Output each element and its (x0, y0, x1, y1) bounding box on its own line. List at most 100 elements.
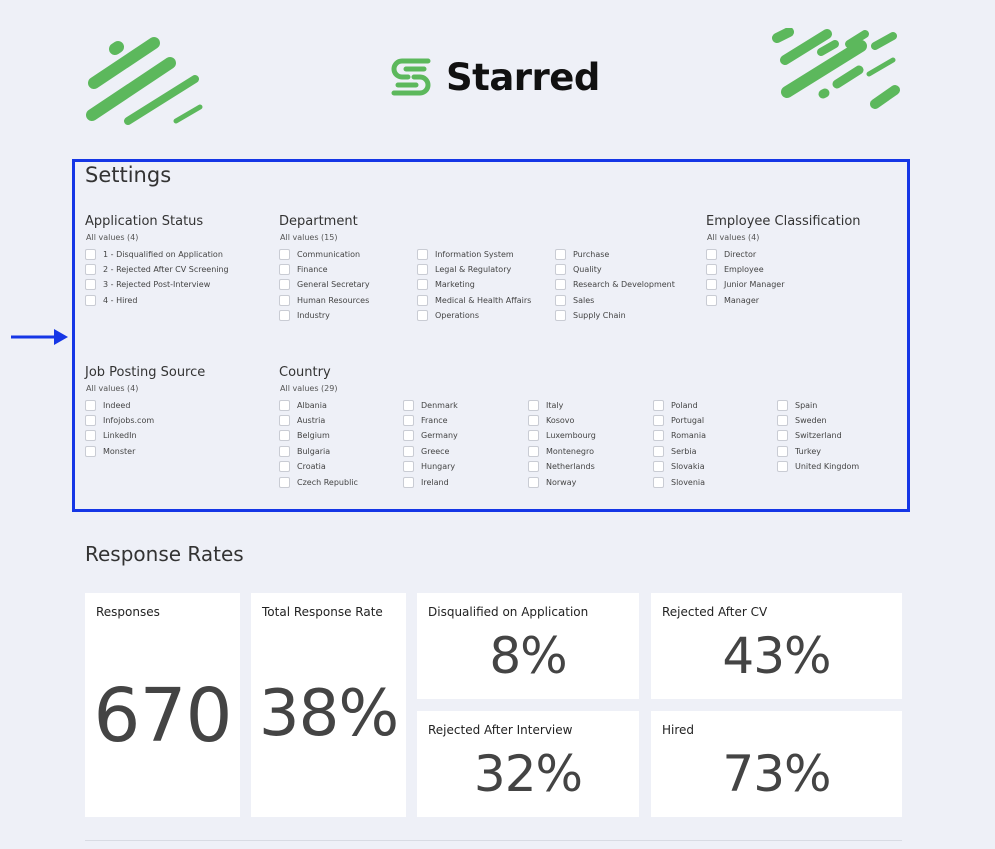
checkbox[interactable] (555, 248, 566, 260)
checkbox[interactable] (279, 294, 290, 306)
filter-option[interactable]: Kosovo (528, 414, 574, 426)
checkbox[interactable] (777, 430, 788, 442)
checkbox[interactable] (85, 399, 96, 411)
filter-option[interactable]: 4 - Hired (85, 294, 137, 306)
checkbox[interactable] (417, 294, 428, 306)
checkbox[interactable] (85, 430, 96, 442)
checkbox[interactable] (555, 263, 566, 275)
checkbox[interactable] (555, 310, 566, 322)
filter-option[interactable]: Slovenia (653, 476, 705, 488)
checkbox[interactable] (706, 279, 717, 291)
filter-option[interactable]: Croatia (279, 461, 326, 473)
filter-option[interactable]: Sweden (777, 414, 827, 426)
checkbox[interactable] (555, 294, 566, 306)
filter-option[interactable]: Finance (279, 263, 328, 275)
filter-option[interactable]: Medical & Health Affairs (417, 294, 531, 306)
filter-option[interactable]: Norway (528, 476, 576, 488)
filter-option[interactable]: Montenegro (528, 445, 594, 457)
filter-option[interactable]: Supply Chain (555, 310, 626, 322)
filter-option[interactable]: Denmark (403, 399, 458, 411)
checkbox[interactable] (279, 248, 290, 260)
checkbox[interactable] (653, 445, 664, 457)
checkbox[interactable] (279, 414, 290, 426)
filter-option[interactable]: United Kingdom (777, 461, 859, 473)
checkbox[interactable] (777, 445, 788, 457)
filter-all-values-country[interactable]: All values (29) (280, 384, 338, 393)
filter-option[interactable]: Bulgaria (279, 445, 330, 457)
filter-option[interactable]: Marketing (417, 279, 475, 291)
checkbox[interactable] (85, 445, 96, 457)
filter-option[interactable]: Serbia (653, 445, 697, 457)
checkbox[interactable] (279, 399, 290, 411)
filter-option[interactable]: 1 - Disqualified on Application (85, 248, 223, 260)
filter-option[interactable]: Infojobs.com (85, 414, 154, 426)
filter-option[interactable]: Purchase (555, 248, 609, 260)
filter-option[interactable]: Human Resources (279, 294, 369, 306)
checkbox[interactable] (85, 414, 96, 426)
checkbox[interactable] (403, 414, 414, 426)
filter-option[interactable]: Operations (417, 310, 479, 322)
checkbox[interactable] (528, 445, 539, 457)
checkbox[interactable] (279, 279, 290, 291)
checkbox[interactable] (417, 279, 428, 291)
filter-option[interactable]: Luxembourg (528, 430, 596, 442)
filter-option[interactable]: Belgium (279, 430, 330, 442)
filter-option[interactable]: Manager (706, 294, 759, 306)
checkbox[interactable] (85, 248, 96, 260)
filter-option[interactable]: Hungary (403, 461, 455, 473)
checkbox[interactable] (403, 461, 414, 473)
filter-option[interactable]: Spain (777, 399, 817, 411)
filter-option[interactable]: Slovakia (653, 461, 705, 473)
checkbox[interactable] (279, 461, 290, 473)
checkbox[interactable] (279, 310, 290, 322)
checkbox[interactable] (706, 263, 717, 275)
filter-option[interactable]: Albania (279, 399, 327, 411)
filter-option[interactable]: Greece (403, 445, 449, 457)
checkbox[interactable] (528, 414, 539, 426)
filter-option[interactable]: Ireland (403, 476, 449, 488)
checkbox[interactable] (777, 399, 788, 411)
checkbox[interactable] (85, 279, 96, 291)
filter-all-values-application-status[interactable]: All values (4) (86, 233, 139, 242)
checkbox[interactable] (528, 476, 539, 488)
filter-option[interactable]: Information System (417, 248, 514, 260)
filter-option[interactable]: Austria (279, 414, 325, 426)
filter-option[interactable]: France (403, 414, 448, 426)
filter-option[interactable]: Portugal (653, 414, 704, 426)
checkbox[interactable] (528, 399, 539, 411)
checkbox[interactable] (653, 476, 664, 488)
checkbox[interactable] (279, 430, 290, 442)
checkbox[interactable] (555, 279, 566, 291)
checkbox[interactable] (653, 399, 664, 411)
checkbox[interactable] (528, 430, 539, 442)
checkbox[interactable] (706, 248, 717, 260)
filter-option[interactable]: Sales (555, 294, 594, 306)
checkbox[interactable] (85, 294, 96, 306)
filter-option[interactable]: Quality (555, 263, 602, 275)
filter-option[interactable]: LinkedIn (85, 430, 137, 442)
filter-option[interactable]: Industry (279, 310, 330, 322)
filter-option[interactable]: Communication (279, 248, 360, 260)
filter-all-values-department[interactable]: All values (15) (280, 233, 338, 242)
checkbox[interactable] (417, 310, 428, 322)
filter-option[interactable]: Director (706, 248, 756, 260)
checkbox[interactable] (777, 461, 788, 473)
filter-option[interactable]: Switzerland (777, 430, 842, 442)
filter-option[interactable]: 3 - Rejected Post-Interview (85, 279, 210, 291)
checkbox[interactable] (279, 445, 290, 457)
filter-option[interactable]: Poland (653, 399, 698, 411)
checkbox[interactable] (528, 461, 539, 473)
filter-option[interactable]: 2 - Rejected After CV Screening (85, 263, 229, 275)
filter-option[interactable]: Monster (85, 445, 135, 457)
filter-option[interactable]: Italy (528, 399, 563, 411)
filter-option[interactable]: Employee (706, 263, 764, 275)
filter-all-values-employee-classification[interactable]: All values (4) (707, 233, 760, 242)
checkbox[interactable] (85, 263, 96, 275)
checkbox[interactable] (706, 294, 717, 306)
filter-option[interactable]: Romania (653, 430, 706, 442)
filter-option[interactable]: Turkey (777, 445, 821, 457)
checkbox[interactable] (279, 263, 290, 275)
filter-option[interactable]: Junior Manager (706, 279, 785, 291)
checkbox[interactable] (279, 476, 290, 488)
filter-option[interactable]: Legal & Regulatory (417, 263, 511, 275)
